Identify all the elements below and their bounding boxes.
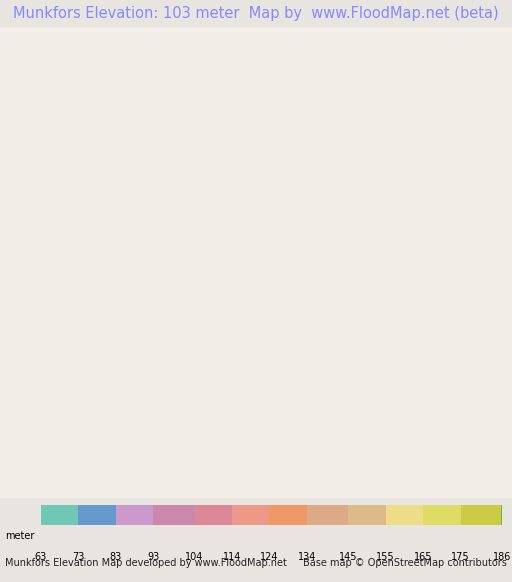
- Bar: [195, 505, 232, 527]
- Bar: [116, 505, 154, 527]
- Bar: [78, 505, 116, 527]
- Bar: [386, 505, 423, 527]
- Bar: [154, 505, 195, 527]
- Bar: [348, 505, 386, 527]
- Bar: [307, 505, 348, 527]
- Text: Base map © OpenStreetMap contributors: Base map © OpenStreetMap contributors: [303, 558, 507, 568]
- Bar: [269, 505, 307, 527]
- Bar: [41, 505, 78, 527]
- Bar: [232, 505, 269, 527]
- Text: meter: meter: [6, 531, 35, 541]
- Text: Munkfors Elevation Map developed by www.FloodMap.net: Munkfors Elevation Map developed by www.…: [5, 558, 287, 568]
- Bar: [461, 505, 502, 527]
- Bar: [501, 505, 505, 527]
- Bar: [423, 505, 461, 527]
- Text: Munkfors Elevation: 103 meter  Map by  www.FloodMap.net (beta): Munkfors Elevation: 103 meter Map by www…: [13, 6, 499, 21]
